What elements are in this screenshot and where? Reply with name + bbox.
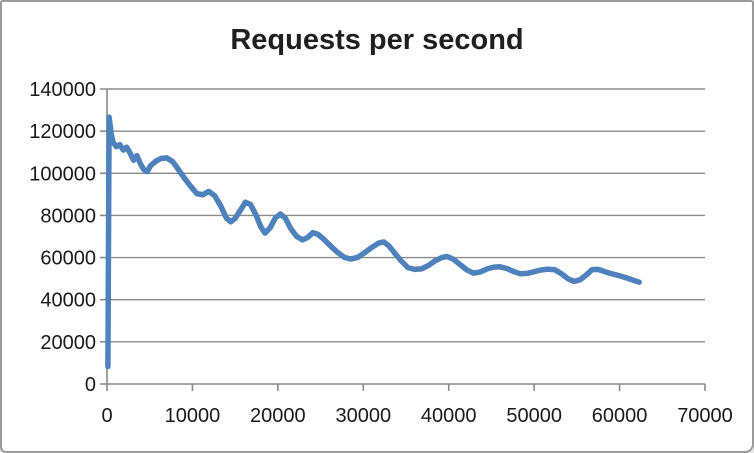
y-axis-label: 0 <box>85 374 96 396</box>
axis-labels: 0 20000 40000 60000 80000 100000 120000 140000 0… <box>29 79 733 427</box>
y-axis-label: 140000 <box>29 79 96 101</box>
y-axis-label: 120000 <box>29 121 96 143</box>
x-axis-label: 50000 <box>506 405 562 427</box>
x-axis-label: 70000 <box>677 405 733 427</box>
y-axis-label: 80000 <box>40 205 96 227</box>
x-axis-label: 20000 <box>250 405 306 427</box>
x-axis-label: 60000 <box>592 405 648 427</box>
series-group <box>105 114 642 370</box>
x-axis-label: 10000 <box>165 405 221 427</box>
series-line-requests-per-second <box>105 114 642 370</box>
y-axis-label: 100000 <box>29 163 96 185</box>
y-axis-label: 60000 <box>40 248 96 270</box>
y-axis-label: 20000 <box>40 332 96 354</box>
axes <box>100 88 706 391</box>
x-axis-label: 40000 <box>421 405 477 427</box>
gridlines <box>107 88 705 385</box>
y-axis-label: 40000 <box>40 290 96 312</box>
x-axis-label: 30000 <box>335 405 391 427</box>
x-axis-label: 0 <box>101 405 112 427</box>
chart-title: Requests per second <box>230 24 524 56</box>
